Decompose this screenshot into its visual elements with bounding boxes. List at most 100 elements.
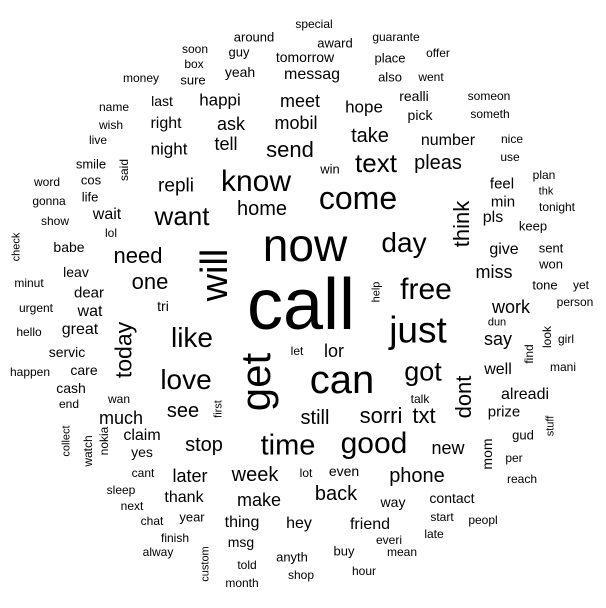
word-last: last	[151, 93, 173, 109]
word-told: told	[237, 558, 257, 572]
word-buy: buy	[333, 543, 355, 559]
word-someon: someon	[467, 89, 511, 103]
word-need: need	[113, 243, 163, 268]
word-collect: collect	[60, 425, 73, 457]
word-per: per	[505, 451, 523, 465]
word-girl: girl	[557, 332, 575, 346]
word-week: week	[231, 464, 279, 486]
word-person: person	[556, 295, 594, 309]
word-look: look	[540, 325, 554, 349]
word-take: take	[351, 125, 389, 147]
word-yet: yet	[572, 278, 590, 292]
word-claim: claim	[123, 427, 161, 444]
word-smile: smile	[75, 156, 107, 172]
word-check: check	[10, 232, 23, 262]
word-stop: stop	[185, 434, 223, 456]
word-finish: finish	[160, 531, 190, 545]
word-nice: nice	[500, 132, 524, 146]
word-pick: pick	[407, 107, 433, 123]
word-year: year	[179, 509, 205, 525]
word-love: love	[160, 364, 212, 395]
word-tell: tell	[214, 134, 238, 154]
word-wat: wat	[77, 303, 103, 320]
word-realli: realli	[399, 88, 429, 104]
word-gud: gud	[512, 427, 534, 443]
word-prize: prize	[487, 403, 521, 421]
word-tonight: tonight	[538, 200, 576, 214]
word-babe: babe	[53, 239, 85, 255]
word-win: win	[320, 161, 340, 177]
word-pleas: pleas	[414, 152, 462, 174]
word-lol: lol	[104, 226, 118, 240]
word-tone: tone	[532, 277, 558, 293]
word-come: come	[318, 180, 398, 216]
word-cash: cash	[56, 380, 86, 396]
word-soon: soon	[181, 42, 209, 56]
word-talk: talk	[410, 392, 430, 406]
word-hope: hope	[345, 97, 383, 117]
word-min: min	[490, 193, 516, 211]
word-phone: phone	[389, 465, 445, 487]
word-yeah: yeah	[224, 64, 256, 80]
word-want: want	[154, 201, 210, 231]
word-guarante: guarante	[372, 30, 420, 44]
word-alway: alway	[142, 545, 174, 559]
word-dun: dun	[487, 316, 507, 329]
word-mobil: mobil	[274, 113, 318, 133]
word-ask: ask	[216, 114, 246, 134]
word-said: said	[117, 158, 131, 182]
word-well: well	[484, 361, 512, 378]
word-first: first	[212, 400, 225, 418]
word-gonna: gonna	[32, 194, 66, 208]
word-give: give	[489, 241, 519, 258]
word-minut: minut	[14, 276, 44, 290]
word-now: now	[262, 219, 348, 271]
word-reach: reach	[506, 472, 538, 486]
word-later: later	[172, 466, 208, 486]
word-make: make	[236, 490, 282, 510]
word-stuff: stuff	[544, 415, 557, 437]
word-see: see	[166, 400, 200, 422]
word-send: send	[266, 137, 314, 162]
word-use: use	[500, 150, 520, 164]
word-happi: happi	[199, 90, 241, 110]
word-dont: dont	[451, 375, 476, 419]
word-good: good	[340, 427, 408, 460]
word-repli: repli	[158, 175, 194, 197]
word-life: life	[81, 189, 99, 205]
word-custom: custom	[199, 546, 212, 582]
word-hey: hey	[286, 515, 312, 532]
word-won: won	[539, 256, 563, 272]
word-sure: sure	[180, 72, 206, 88]
word-shop: shop	[287, 568, 315, 582]
word-free: free	[400, 273, 452, 306]
word-mani: mani	[549, 360, 577, 374]
word-miss: miss	[475, 262, 513, 282]
word-name: name	[98, 100, 130, 114]
word-hour: hour	[351, 564, 377, 578]
word-say: say	[483, 329, 513, 349]
word-wait: wait	[92, 206, 122, 223]
word-anyth: anyth	[276, 549, 308, 565]
word-know: know	[220, 165, 292, 198]
word-tomorrow: tomorrow	[275, 49, 335, 65]
word-word: word	[33, 175, 61, 189]
word-just: just	[389, 309, 447, 351]
word-right: right	[150, 115, 182, 132]
word-show: show	[40, 214, 70, 228]
word-someth: someth	[470, 107, 510, 121]
word-time: time	[260, 429, 316, 462]
word-messag: messag	[283, 66, 341, 83]
word-wish: wish	[98, 118, 124, 132]
word-get: get	[232, 352, 279, 412]
word-place: place	[374, 50, 406, 66]
word-keep: keep	[518, 218, 548, 234]
word-nokia: nokia	[97, 426, 111, 456]
word-got: got	[404, 356, 442, 387]
word-went: went	[418, 70, 444, 84]
word-care: care	[70, 362, 98, 378]
word-back: back	[314, 483, 358, 505]
word-much: much	[98, 408, 144, 428]
word-alreadi: alreadi	[500, 386, 550, 403]
word-contact: contact	[429, 490, 475, 506]
